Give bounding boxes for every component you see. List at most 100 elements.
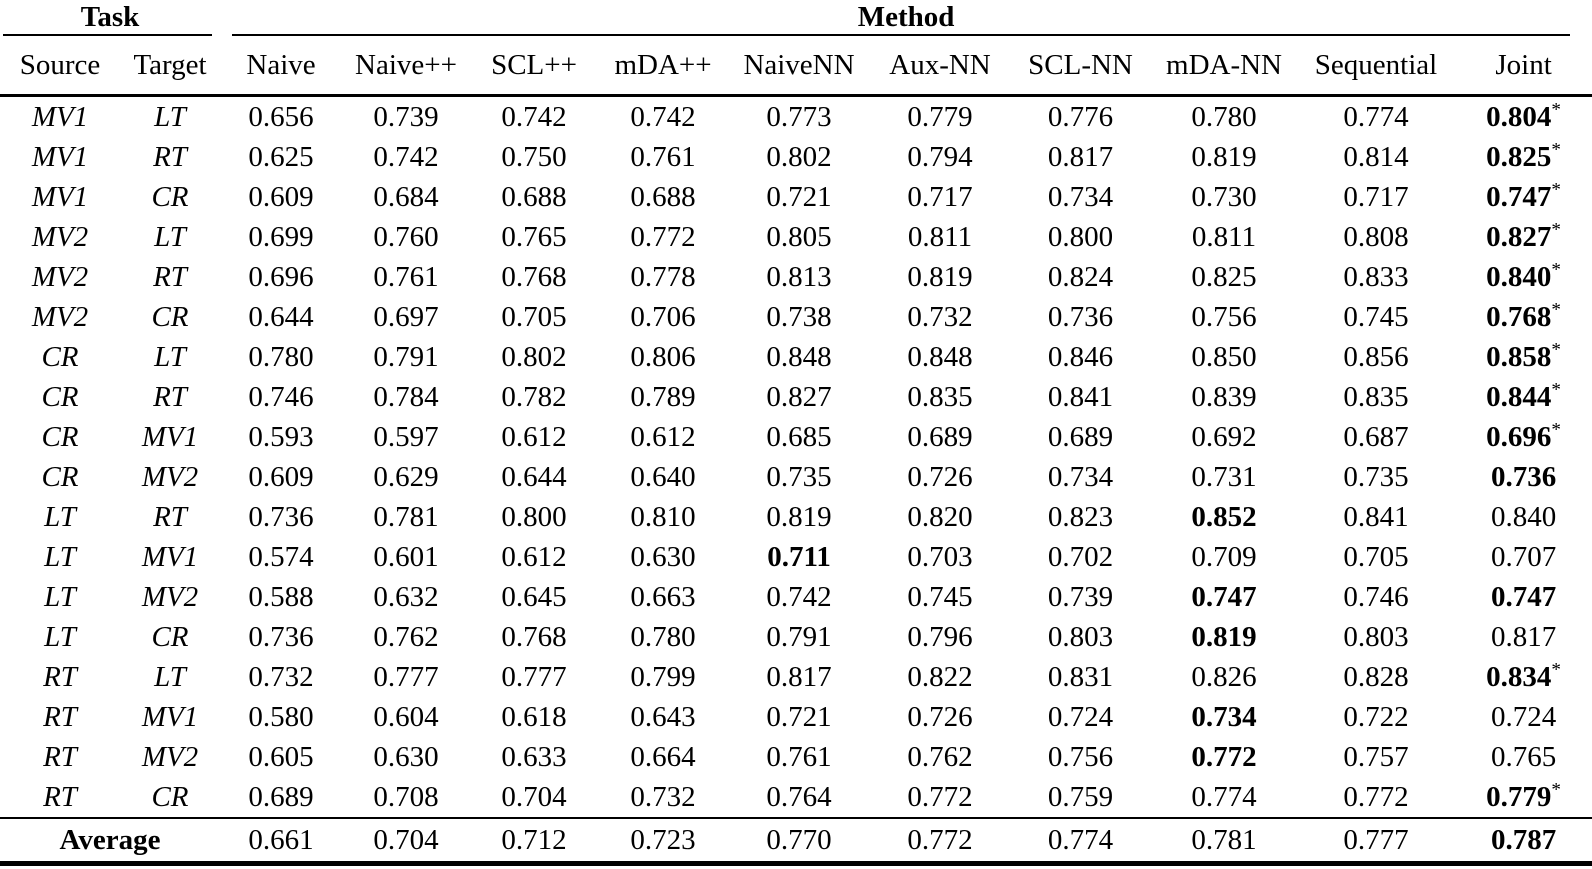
value-text: 0.747 [1490,580,1557,613]
value-cell: 0.630 [342,737,470,777]
value-text: 0.772 [907,780,973,813]
value-text: 0.705 [501,300,567,333]
value-text: 0.604 [373,700,439,733]
value-cell: 0.684 [342,177,470,217]
value-cell: 0.732 [870,297,1010,337]
value-text: 0.776 [1047,100,1114,133]
value-text: 0.777 [1343,823,1409,856]
value-cell: 0.841 [1010,377,1151,417]
value-text: 0.746 [1343,580,1409,613]
value-cell: 0.746 [1297,577,1455,617]
value-text: 0.779 [907,100,973,133]
value-text: 0.768 [501,260,567,293]
value-cell: 0.704 [470,777,598,818]
significance-star: * [1551,218,1561,240]
value-cell: 0.846 [1010,337,1151,377]
value-text: 0.805 [766,220,832,253]
value-cell: 0.761 [342,257,470,297]
target-cell: LT [154,220,186,253]
value-text: 0.724 [1047,700,1114,733]
value-cell: 0.709 [1151,537,1297,577]
value-cell: 0.835 [1297,377,1455,417]
value-text: 0.736 [1047,300,1114,333]
value-cell: 0.756 [1010,737,1151,777]
value-text: 0.625 [248,140,314,173]
value-cell: 0.858* [1455,337,1592,377]
value-text: 0.689 [907,420,973,453]
value-text: 0.802 [766,140,832,173]
value-text: 0.764 [766,780,832,813]
value-cell: 0.844* [1455,377,1592,417]
value-text: 0.735 [1343,460,1409,493]
value-cell: 0.689 [1010,417,1151,457]
value-text: 0.739 [373,100,439,133]
value-text: 0.761 [766,740,832,773]
value-cell: 0.760 [342,217,470,257]
table-row: LT MV2 0.588 0.632 0.645 0.663 0.742 0.745 0.739… [0,577,1592,617]
value-text: 0.656 [248,100,314,133]
value-cell: 0.609 [220,177,342,217]
value-cell: 0.831 [1010,657,1151,697]
value-text: 0.791 [766,620,832,653]
column-header-joint: Joint [1455,37,1592,97]
value-text: 0.723 [630,823,696,856]
value-cell: 0.787 [1455,817,1592,864]
value-cell: 0.772 [1151,737,1297,777]
value-text: 0.630 [630,540,696,573]
target-cell: MV2 [141,740,199,773]
value-text: 0.817 [1047,140,1114,173]
value-text: 0.761 [373,260,439,293]
group-header-row: Task Method [0,0,1592,37]
target-cell: CR [151,180,189,213]
value-text: 0.697 [373,300,439,333]
value-cell: 0.633 [470,737,598,777]
method-rule [232,34,1571,36]
target-cell: LT [154,100,186,133]
value-cell: 0.827* [1455,217,1592,257]
source-cell: LT [44,540,76,573]
value-text: 0.685 [766,420,832,453]
value-cell: 0.712 [470,817,599,864]
value-cell: 0.747 [1151,577,1297,617]
source-cell: CR [41,380,79,413]
significance-star: * [1551,658,1561,680]
value-cell: 0.777 [1297,817,1456,864]
table-header: Task Method Source Target Naive Naive++ … [0,0,1592,97]
value-cell: 0.739 [1010,577,1151,617]
value-text: 0.609 [248,460,314,493]
value-text: 0.813 [766,260,832,293]
source-cell: LT [44,620,76,653]
value-text: 0.834 [1486,660,1552,693]
value-text: 0.826 [1191,660,1257,693]
source-cell: CR [41,420,79,453]
value-text: 0.597 [373,420,439,453]
target-cell: MV1 [141,540,199,573]
value-cell: 0.774 [1297,96,1455,138]
value-text: 0.772 [1191,740,1257,773]
significance-star: * [1551,138,1561,160]
value-cell: 0.776 [1010,96,1151,138]
value-cell: 0.618 [470,697,598,737]
value-cell: 0.732 [598,777,728,818]
source-cell: RT [43,700,77,733]
value-text: 0.612 [630,420,696,453]
value-text: 0.772 [907,823,973,856]
value-text: 0.840 [1486,260,1552,293]
value-cell: 0.806 [598,337,728,377]
value-text: 0.726 [907,700,973,733]
value-text: 0.765 [501,220,567,253]
value-text: 0.850 [1191,340,1257,373]
value-text: 0.774 [1191,780,1257,813]
value-cell: 0.835 [870,377,1010,417]
value-text: 0.734 [1191,700,1257,733]
source-cell: MV1 [31,180,89,213]
column-header-sclpp: SCL++ [470,37,599,97]
value-text: 0.732 [630,780,696,813]
value-text: 0.846 [1047,340,1114,373]
value-text: 0.612 [501,540,567,573]
value-cell: 0.580 [220,697,342,737]
value-text: 0.632 [373,580,439,613]
value-cell: 0.736 [220,497,342,537]
value-cell: 0.768 [470,257,598,297]
